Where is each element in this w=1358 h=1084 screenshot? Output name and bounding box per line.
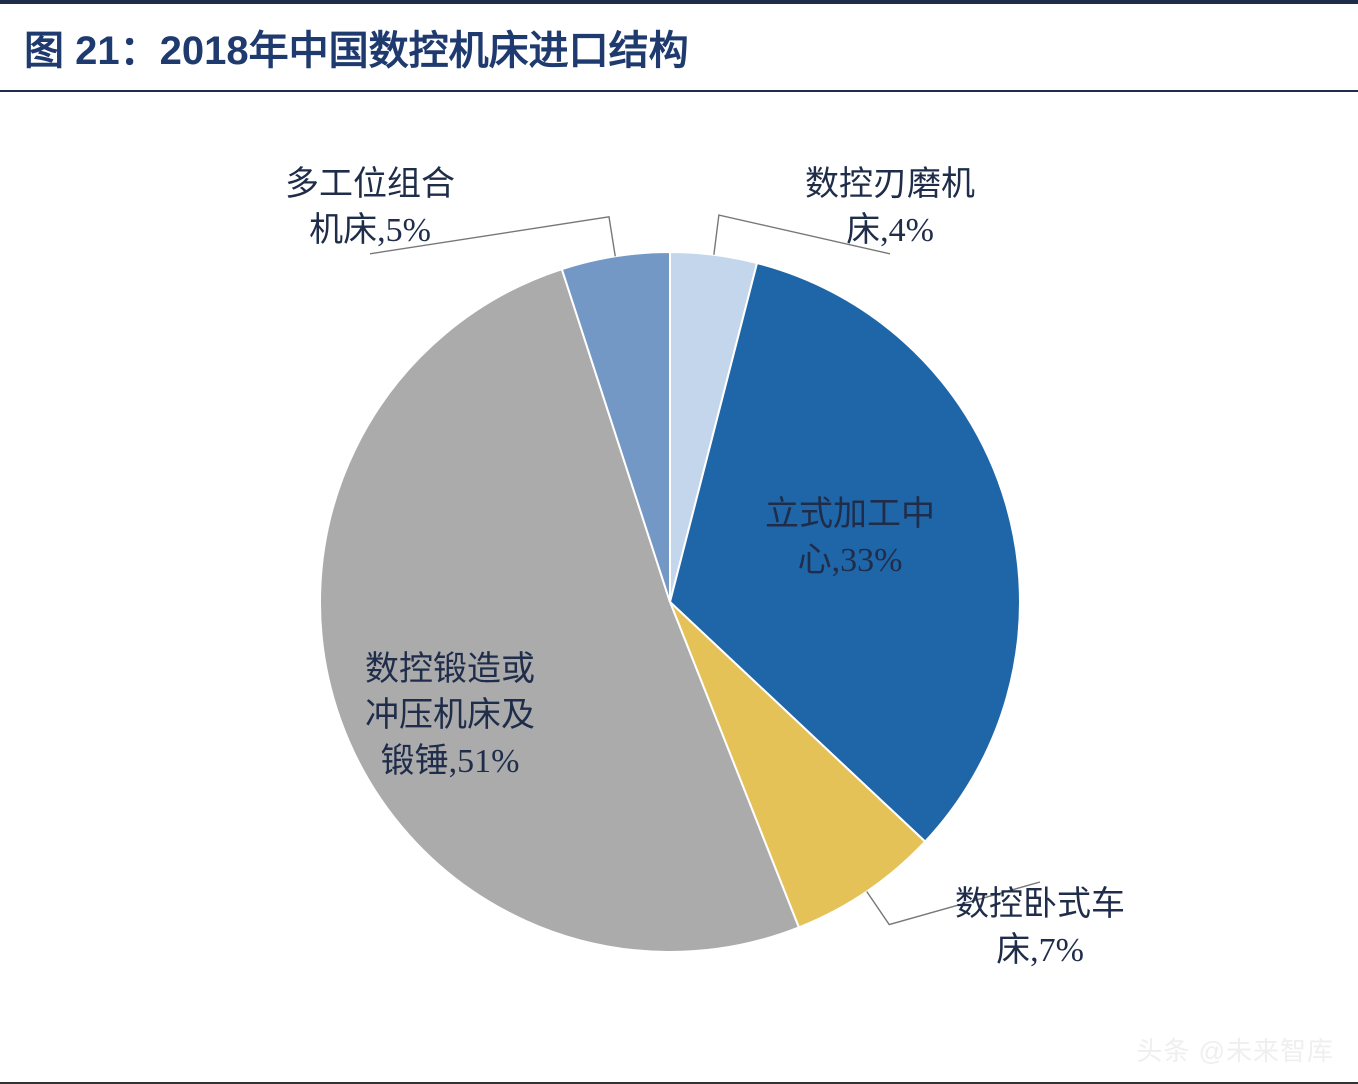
- slice-label: 立式加工中 心,33%: [765, 492, 935, 584]
- slice-label: 数控锻造或 冲压机床及 锻锤,51%: [348, 647, 552, 785]
- slice-label: 多工位组合 机床,5%: [285, 162, 455, 254]
- page-root: 图 21：2018年中国数控机床进口结构 数控刃磨机 床,4% 立式加工中 心,3…: [0, 0, 1358, 1084]
- pie-chart-svg: [0, 92, 1358, 1052]
- slice-label: 数控卧式车 床,7%: [955, 882, 1125, 974]
- title-row: 图 21：2018年中国数控机床进口结构: [0, 0, 1358, 92]
- slice-label: 数控刃磨机 床,4%: [805, 162, 975, 254]
- chart-area: 数控刃磨机 床,4% 立式加工中 心,33% 数控卧式车 床,7% 数控锻造或 冲压机…: [0, 92, 1358, 1052]
- chart-title: 图 21：2018年中国数控机床进口结构: [24, 29, 689, 73]
